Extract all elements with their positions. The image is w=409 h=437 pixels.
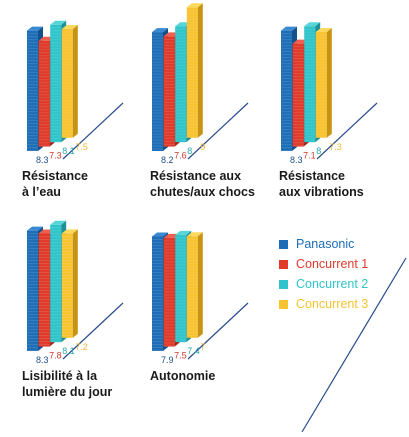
chart-axis-water: [62, 102, 124, 160]
value-label-drop-3: 9: [200, 142, 205, 152]
legend-divider: [301, 257, 407, 433]
legend-swatch: [279, 299, 288, 309]
value-label-autonomy-0: 7.9: [161, 355, 174, 365]
legend-label: Concurrent 3: [296, 297, 369, 311]
bar-sunlight-3: [61, 229, 78, 338]
bar-drop-3: [186, 3, 203, 138]
value-label-vibration-1: 7.1: [303, 151, 316, 161]
chart-axis-sunlight: [62, 302, 124, 360]
value-label-sunlight-0: 8.3: [36, 355, 49, 365]
value-label-drop-2: 8: [187, 146, 192, 156]
value-label-sunlight-3: 7.2: [75, 342, 88, 352]
chart-title-autonomy: Autonomie: [150, 369, 216, 383]
legend-item-panasonic: Panasonic: [279, 234, 368, 254]
value-label-water-2: 8.1: [62, 146, 75, 156]
legend-swatch: [279, 239, 288, 249]
legend-label: Panasonic: [296, 237, 355, 251]
value-label-vibration-3: 7.3: [329, 142, 342, 152]
legend-item-concurrent-2: Concurrent 2: [279, 274, 368, 294]
chart-title-vibration: Résistance aux vibrations: [279, 169, 364, 199]
value-label-drop-1: 7.6: [174, 151, 187, 161]
value-label-vibration-0: 8.3: [290, 155, 303, 165]
legend-label: Concurrent 1: [296, 257, 369, 271]
value-label-autonomy-3: 7: [200, 342, 205, 352]
value-label-water-3: 7.5: [75, 142, 88, 152]
legend-swatch: [279, 279, 288, 289]
chart-axis-autonomy: [187, 302, 249, 360]
chart-title-sunlight: Lisibilité à la lumière du jour: [22, 369, 113, 399]
bar-vibration-3: [315, 27, 332, 138]
legend-item-concurrent-1: Concurrent 1: [279, 254, 368, 274]
value-label-water-0: 8.3: [36, 155, 49, 165]
legend-item-concurrent-3: Concurrent 3: [279, 294, 368, 314]
chart-title-drop: Résistance aux chutes/aux chocs: [150, 169, 255, 199]
chart-axis-drop: [187, 102, 249, 160]
value-label-sunlight-1: 7.8: [49, 351, 62, 361]
value-label-vibration-2: 8: [316, 146, 321, 156]
value-label-sunlight-2: 8.1: [62, 346, 75, 356]
chart-title-water: Résistance à l’eau: [22, 169, 89, 199]
legend-swatch: [279, 259, 288, 269]
value-label-autonomy-1: 7.5: [174, 351, 187, 361]
value-label-water-1: 7.3: [49, 151, 62, 161]
chart-axis-vibration: [316, 102, 378, 160]
legend: Panasonic Concurrent 1 Concurrent 2 Conc…: [279, 234, 368, 314]
value-label-autonomy-2: 7.4: [187, 346, 200, 356]
bar-water-3: [61, 25, 78, 138]
value-label-drop-0: 8.2: [161, 155, 174, 165]
legend-label: Concurrent 2: [296, 277, 369, 291]
bar-autonomy-3: [186, 232, 203, 338]
